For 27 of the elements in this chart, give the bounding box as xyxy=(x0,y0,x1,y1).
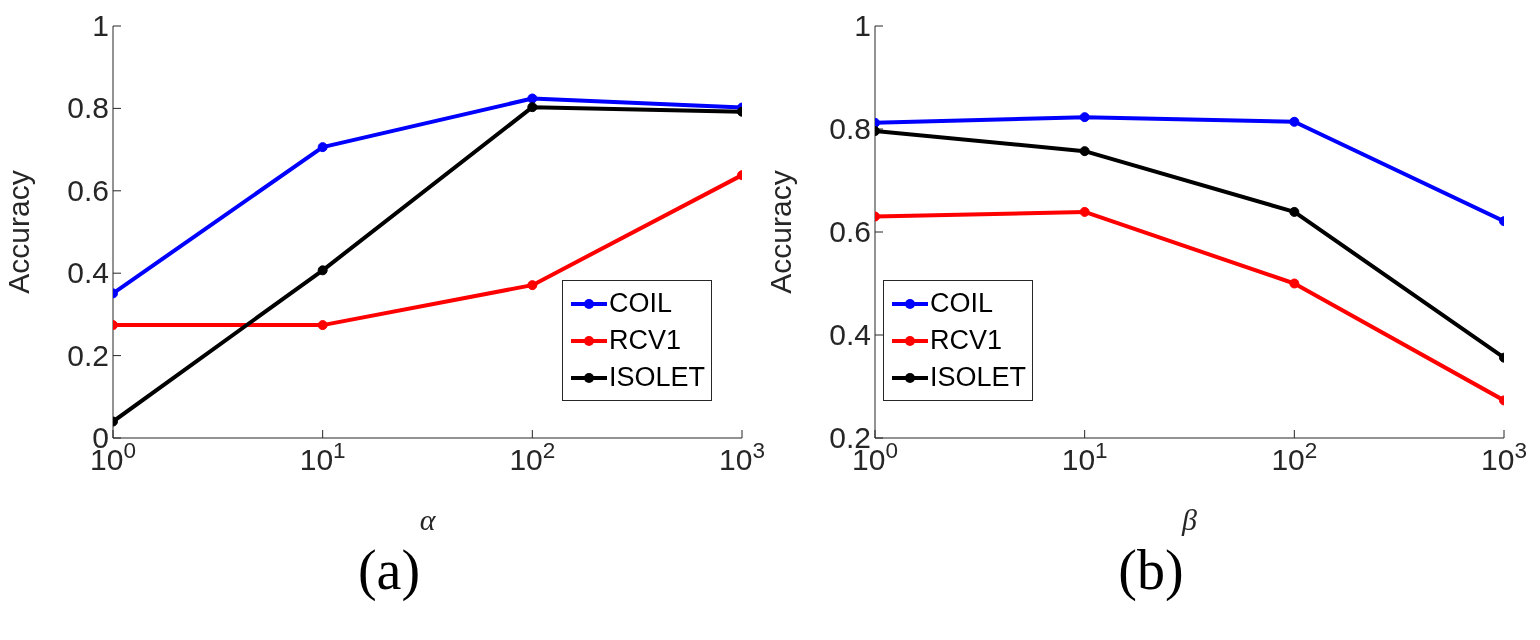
y-tick-label: 0.8 xyxy=(67,91,109,125)
x-tick-label: 10$^{1}$ xyxy=(1061,437,1108,476)
legend-label: COIL xyxy=(609,288,673,319)
y-tick-label: 0.4 xyxy=(67,256,109,290)
y-tick-label: 0.2 xyxy=(67,338,109,372)
y-axis-title: Accuracy xyxy=(1,170,35,294)
x-tick-label: 10$^{3}$ xyxy=(1481,437,1527,476)
text: (a) xyxy=(357,539,421,601)
x-tick-label: 10$^{3}$ xyxy=(719,437,765,476)
x-tick-label: 10$^{1}$ xyxy=(299,437,346,476)
y-tick-label: 0.8 xyxy=(829,112,871,145)
x-axis-title: α xyxy=(419,503,437,536)
legend-label: RCV1 xyxy=(609,325,682,356)
y-tick-label: 0.4 xyxy=(829,318,871,351)
legend-label: COIL xyxy=(930,288,994,319)
y-tick-label: 1 xyxy=(92,9,109,42)
x-axis-title: β xyxy=(1181,503,1198,536)
x-tick-label: 10$^{2}$ xyxy=(1271,437,1318,476)
y-tick-label: 1 xyxy=(854,9,871,42)
legend-label: RCV1 xyxy=(930,325,1003,356)
y-axis-title: Accuracy xyxy=(763,170,797,294)
y-tick-label: 0.6 xyxy=(67,173,109,207)
text: (b) xyxy=(1118,539,1184,601)
y-tick-label: 0.6 xyxy=(829,215,871,248)
legend-label: ISOLET xyxy=(609,362,706,393)
x-tick-label: 10$^{2}$ xyxy=(509,437,556,476)
legend-label: ISOLET xyxy=(930,362,1027,393)
